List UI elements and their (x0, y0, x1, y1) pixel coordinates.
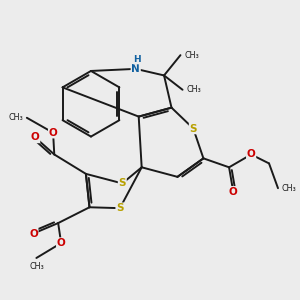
Text: O: O (29, 229, 38, 238)
Text: CH₃: CH₃ (184, 51, 199, 60)
Text: CH₃: CH₃ (8, 113, 23, 122)
Text: CH₃: CH₃ (282, 184, 296, 193)
Text: S: S (190, 124, 197, 134)
Text: O: O (57, 238, 65, 248)
Text: H: H (133, 55, 141, 64)
Text: S: S (116, 203, 124, 213)
Text: O: O (31, 133, 40, 142)
Text: O: O (247, 149, 256, 160)
Text: O: O (229, 187, 238, 197)
Text: S: S (118, 178, 126, 188)
Text: N: N (131, 64, 140, 74)
Text: CH₃: CH₃ (186, 85, 201, 94)
Text: CH₃: CH₃ (29, 262, 44, 271)
Text: O: O (49, 128, 58, 138)
